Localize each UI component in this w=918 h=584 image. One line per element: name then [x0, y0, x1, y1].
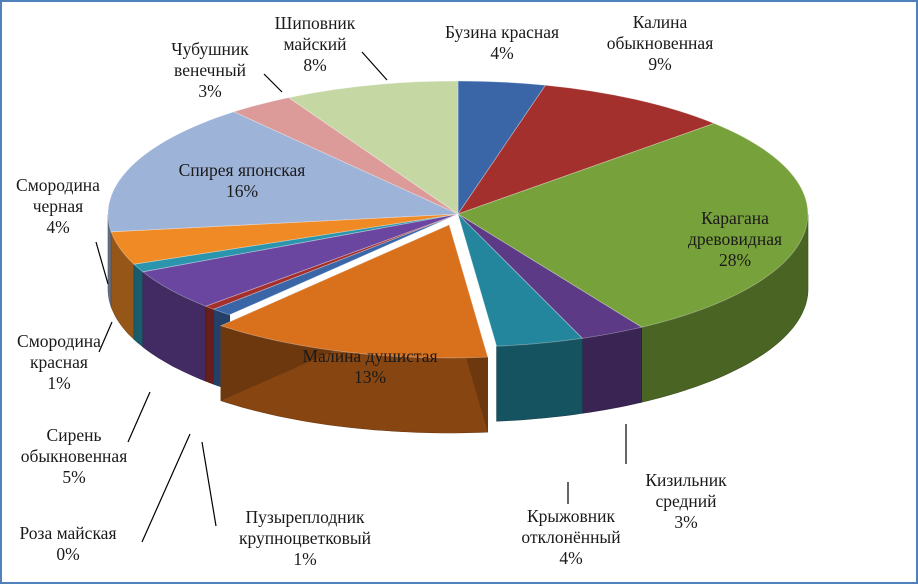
slice-label-line: черная	[33, 196, 84, 216]
slice-label-line: Пузыреплодник	[245, 507, 365, 527]
slice-label-line: 3%	[198, 81, 221, 101]
slice-label-line: Кизильник	[645, 470, 727, 490]
pie-tops	[107, 80, 809, 359]
slice-бузина-красная	[457, 80, 547, 216]
slice-label-line: Смородина	[16, 175, 100, 195]
slice-label-line: 4%	[46, 217, 69, 237]
leader-lines	[95, 51, 627, 543]
leader-line-смородина-красная	[98, 321, 113, 353]
slice-label-line: Крыжовник	[527, 506, 616, 526]
slice-label-line: Роза майская	[19, 523, 116, 543]
slice-label-line: 0%	[56, 544, 79, 564]
slice-label-крыжовник-отклонённый: Крыжовник отклонённый 4%	[521, 506, 620, 568]
slice-label-карагана-древовидная: Карагана древовидная 28%	[688, 208, 782, 270]
slice-label-line: Карагана	[701, 208, 769, 228]
slice-label-line: Шиповник	[275, 13, 356, 33]
slice-label-line: 9%	[648, 54, 671, 74]
slice-label-line: средний	[655, 491, 716, 511]
slice-пузыреплодник-крупноцветковый	[212, 213, 459, 316]
side-крыжовник-отклонённый	[496, 337, 583, 422]
slice-шиповник-майский	[287, 80, 459, 215]
slice-label-line: крупноцветковый	[239, 528, 371, 548]
slice-label-line: 28%	[719, 250, 751, 270]
leader-line-смородина-черная	[95, 241, 109, 285]
slice-label-line: 1%	[293, 549, 316, 569]
slice-label-чубушник-венечный: Чубушник венечный 3%	[171, 39, 249, 101]
side-смородина-черная	[110, 231, 135, 340]
slice-карагана-древовидная	[457, 122, 809, 328]
slice-label-пузыреплодник-крупноцветковый: Пузыреплодник крупноцветковый 1%	[239, 507, 371, 569]
leader-line-пузыреплодник-крупноцветковый	[201, 441, 217, 527]
slice-смородина-черная	[110, 213, 459, 265]
slice-label-line: 4%	[490, 43, 513, 63]
leader-line-роза-майская	[141, 433, 191, 543]
slice-label-line: Бузина красная	[445, 22, 559, 42]
slice-label-малина-душистая: Малина душистая 13%	[302, 346, 437, 387]
slice-label-смородина-черная: Смородина черная 4%	[16, 175, 100, 237]
slice-кизильник-средний	[457, 213, 643, 339]
slice-label-шиповник-майский: Шиповник майский 8%	[275, 13, 356, 75]
slice-label-line: 3%	[674, 512, 697, 532]
slice-label-line: венечный	[174, 60, 246, 80]
leader-line-чубушник-венечный	[263, 73, 283, 93]
slice-label-line: 8%	[303, 55, 326, 75]
slice-label-line: Смородина	[17, 331, 101, 351]
slice-label-калина-обыкновенная: Калина обыкновенная 9%	[607, 12, 714, 74]
slice-label-line: 5%	[62, 467, 85, 487]
slice-label-line: древовидная	[688, 229, 782, 249]
slice-label-line: Калина	[633, 12, 688, 32]
slice-label-line: обыкновенная	[607, 33, 714, 53]
slice-label-роза-майская: Роза майская 0%	[19, 523, 116, 564]
side-смородина-красная	[133, 263, 144, 348]
slice-смородина-красная	[133, 213, 459, 273]
slice-label-line: 16%	[226, 181, 258, 201]
slice-label-line: отклонённый	[521, 527, 620, 547]
slice-label-line: Малина душистая	[302, 346, 437, 366]
leader-line-шиповник-майский	[361, 51, 388, 81]
side-роза-майская	[205, 305, 214, 385]
slice-малина-душистая	[219, 224, 489, 359]
slice-label-line: Чубушник	[171, 39, 249, 59]
slice-крыжовник-отклонённый	[457, 213, 584, 347]
slice-label-line: обыкновенная	[21, 446, 128, 466]
slice-label-спирея-японская: Спирея японская 16%	[179, 160, 306, 201]
slice-label-кизильник-средний: Кизильник средний 3%	[645, 470, 727, 532]
slice-label-смородина-красная: Смородина красная 1%	[17, 331, 101, 393]
slice-чубушник-венечный	[232, 97, 459, 215]
slice-labels: Бузина красная 4%Калина обыкновенная 9%Кара…	[16, 12, 782, 569]
slice-label-line: 13%	[354, 367, 386, 387]
slice-label-line: Спирея японская	[179, 160, 306, 180]
slice-label-line: майский	[283, 34, 346, 54]
slice-калина-обыкновенная	[456, 84, 716, 215]
slice-сирень-обыкновенная	[141, 213, 459, 307]
slice-label-line: красная	[30, 352, 88, 372]
slice-label-line: 4%	[559, 548, 582, 568]
slice-label-сирень-обыкновенная: Сирень обыкновенная 5%	[21, 425, 128, 487]
slice-label-line: Сирень	[47, 425, 102, 445]
slice-роза-майская	[204, 213, 459, 310]
leader-line-сирень-обыкновенная	[127, 391, 151, 443]
slice-label-line: 1%	[47, 373, 70, 393]
side-кизильник-средний	[582, 326, 642, 414]
slice-спирея-японская	[107, 111, 459, 233]
slice-label-бузина-красная: Бузина красная 4%	[445, 22, 559, 63]
